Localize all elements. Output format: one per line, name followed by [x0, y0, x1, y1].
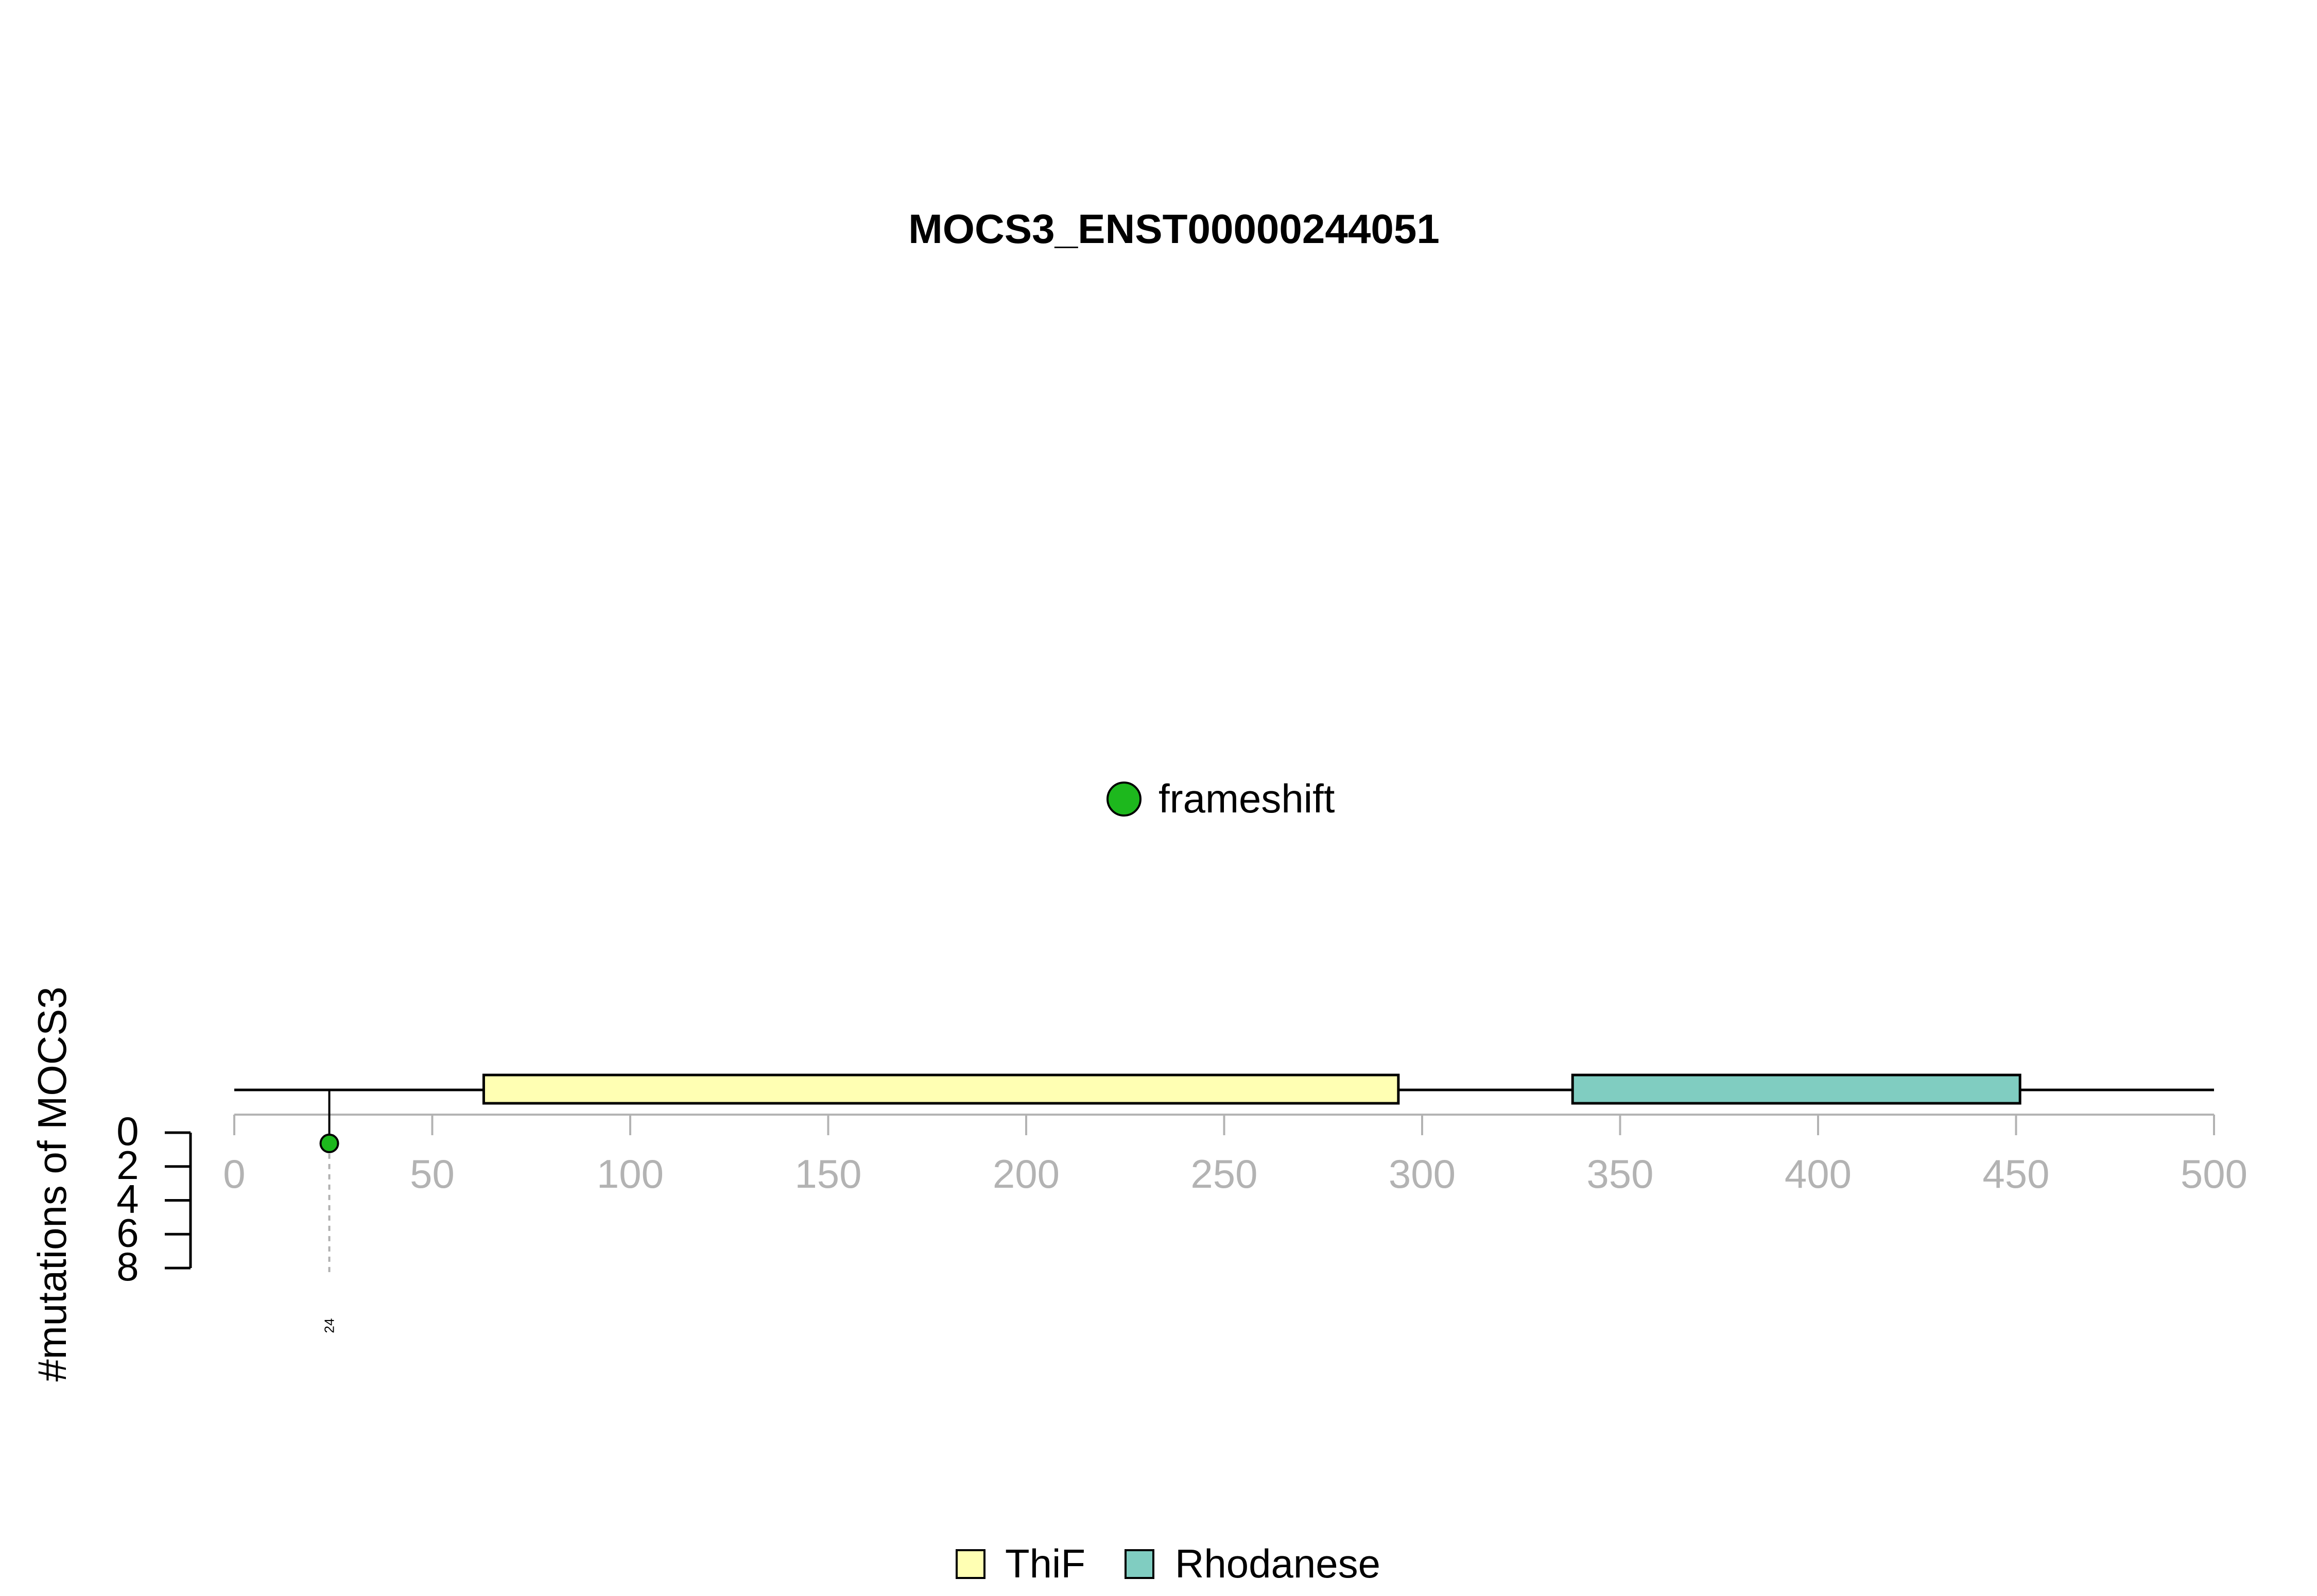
- x-tick-label: 350: [1586, 1151, 1653, 1196]
- domain-rhodanese: [1571, 1073, 2021, 1105]
- x-tick-label: 200: [993, 1151, 1060, 1196]
- domain-layer: [482, 1073, 2021, 1105]
- mutation-type-legend: frameshift: [1106, 776, 1335, 821]
- x-tick-label: 450: [1982, 1151, 2049, 1196]
- domain-thif: [482, 1073, 1400, 1105]
- domain-legend-label-rhodanese: Rhodanese: [1175, 1541, 1380, 1586]
- domain-legend-label-thif: ThiF: [1005, 1541, 1085, 1586]
- y-tick-label: 6: [116, 1210, 139, 1255]
- x-tick-label: 500: [2181, 1151, 2247, 1196]
- y-tick-label: 8: [116, 1244, 139, 1289]
- x-tick-label: 50: [410, 1151, 455, 1196]
- mutation-layer: 24: [319, 1090, 339, 1333]
- domain-legend-swatch-thif: [956, 1549, 985, 1579]
- x-axis: 0 50 100 150 200 250 300 350 400 450 500: [223, 1114, 2247, 1196]
- x-tick-label: 100: [597, 1151, 664, 1196]
- y-tick-label: 4: [116, 1176, 139, 1222]
- x-tick-label: 150: [794, 1151, 861, 1196]
- y-axis-label: #mutations of MOCS3: [29, 986, 75, 1381]
- x-tick-label: 300: [1389, 1151, 1456, 1196]
- x-tick-label: 400: [1785, 1151, 1852, 1196]
- x-tick-label: 0: [223, 1151, 245, 1196]
- domain-legend: ThiF Rhodanese: [956, 1541, 1380, 1586]
- mutation-type-legend-label: frameshift: [1158, 776, 1335, 821]
- x-tick-label: 250: [1190, 1151, 1257, 1196]
- chart-title: MOCS3_ENST00000244051: [908, 206, 1440, 252]
- y-tick-label: 2: [116, 1142, 139, 1188]
- mutation-point: [319, 1133, 339, 1153]
- mutation-position-label: 24: [322, 1319, 337, 1333]
- mutation-type-legend-marker: [1106, 782, 1142, 817]
- domain-legend-swatch-rhodanese: [1125, 1549, 1154, 1579]
- y-tick-label: 0: [116, 1108, 139, 1154]
